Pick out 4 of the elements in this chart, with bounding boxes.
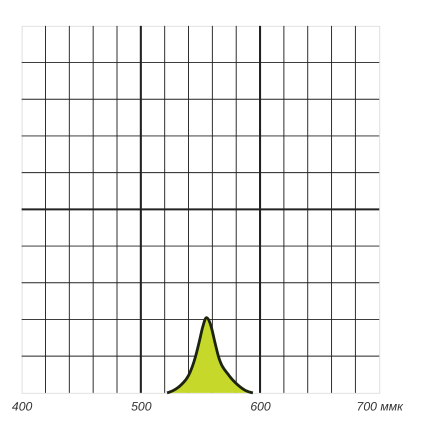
- x-tick-label: 500: [131, 399, 152, 414]
- x-tick-label: 700 ммк: [356, 399, 404, 414]
- x-tick-label: 400: [12, 399, 33, 414]
- x-tick-label: 600: [250, 399, 271, 414]
